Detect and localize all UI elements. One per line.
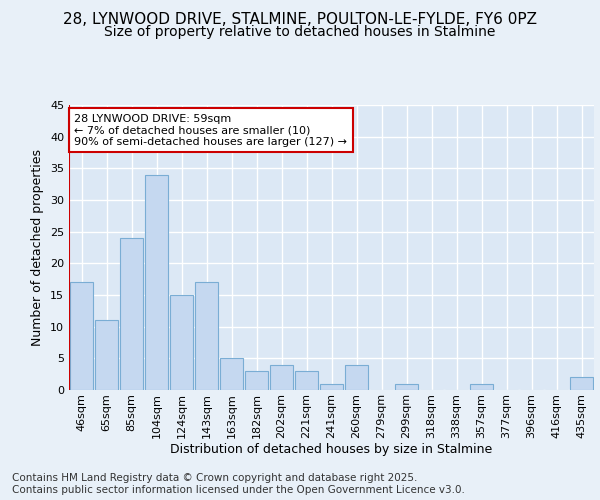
Bar: [320, 384, 343, 390]
Bar: [270, 364, 293, 390]
Bar: [395, 384, 418, 390]
Text: Size of property relative to detached houses in Stalmine: Size of property relative to detached ho…: [104, 25, 496, 39]
Text: 28, LYNWOOD DRIVE, STALMINE, POULTON-LE-FYLDE, FY6 0PZ: 28, LYNWOOD DRIVE, STALMINE, POULTON-LE-…: [63, 12, 537, 28]
Bar: [95, 320, 118, 390]
Bar: [145, 174, 168, 390]
Text: 28 LYNWOOD DRIVE: 59sqm
← 7% of detached houses are smaller (10)
90% of semi-det: 28 LYNWOOD DRIVE: 59sqm ← 7% of detached…: [74, 114, 347, 147]
Bar: [345, 364, 368, 390]
Bar: [470, 384, 493, 390]
Bar: [195, 282, 218, 390]
Bar: [295, 371, 318, 390]
Text: Contains HM Land Registry data © Crown copyright and database right 2025.
Contai: Contains HM Land Registry data © Crown c…: [12, 474, 465, 495]
Bar: [220, 358, 243, 390]
Bar: [70, 282, 93, 390]
Bar: [570, 378, 593, 390]
Bar: [245, 371, 268, 390]
Bar: [170, 295, 193, 390]
X-axis label: Distribution of detached houses by size in Stalmine: Distribution of detached houses by size …: [170, 444, 493, 456]
Y-axis label: Number of detached properties: Number of detached properties: [31, 149, 44, 346]
Bar: [120, 238, 143, 390]
